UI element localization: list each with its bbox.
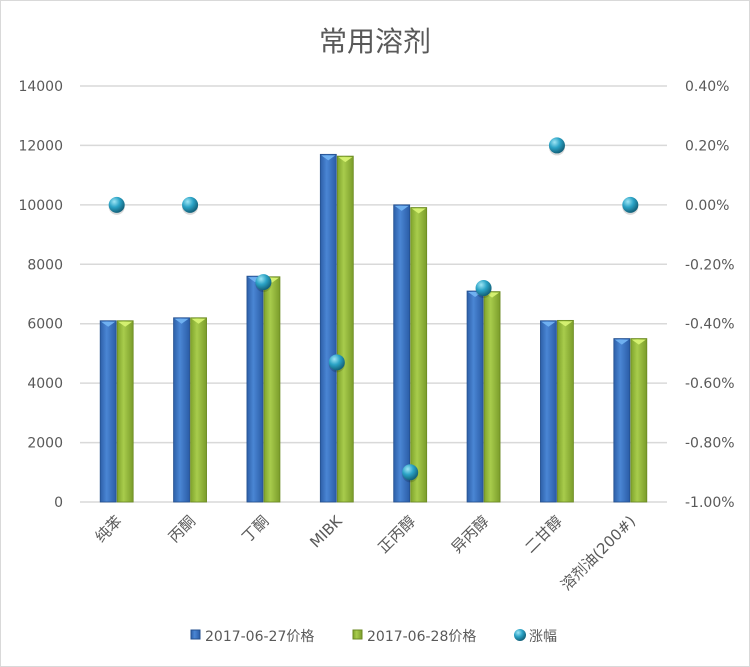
- bar-0627: [613, 338, 631, 503]
- left-tick-label: 6000: [27, 317, 63, 333]
- right-tick-label: -0.20%: [685, 257, 735, 273]
- bar-cap: [191, 318, 206, 324]
- bar-cap: [394, 205, 409, 211]
- bar-0627: [540, 320, 557, 503]
- change-dot: [255, 274, 272, 291]
- left-tick-label: 2000: [27, 436, 63, 452]
- category-label: 纯苯: [92, 512, 126, 546]
- bar-0628: [630, 338, 648, 503]
- bar-cap: [541, 321, 556, 327]
- bar-cap: [321, 155, 336, 161]
- category-label: 溶剂油(200#): [557, 512, 639, 594]
- bar-0627: [173, 317, 190, 503]
- right-tick-label: 0.40%: [685, 79, 729, 95]
- legend-swatch: [352, 629, 363, 640]
- left-tick-label: 8000: [27, 257, 63, 273]
- left-tick-label: 14000: [18, 79, 63, 95]
- change-dot: [475, 280, 492, 297]
- right-tick-label: -0.80%: [685, 436, 735, 452]
- bar-0627: [99, 320, 117, 503]
- bar-0628: [483, 291, 501, 503]
- bar-cap: [118, 321, 133, 327]
- category-label: 丁酮: [238, 512, 272, 546]
- bar-0628: [116, 320, 134, 503]
- left-tick-label: 0: [54, 495, 63, 511]
- bar-cap: [101, 321, 116, 327]
- change-dot: [182, 196, 199, 213]
- bar-0628: [557, 319, 574, 503]
- left-tick-label: 10000: [18, 198, 63, 214]
- bar-0628: [410, 207, 428, 503]
- bar-cap: [411, 208, 426, 214]
- left-tick-label: 12000: [18, 138, 63, 154]
- bar-cap: [558, 321, 573, 327]
- category-label: 二甘醇: [521, 512, 566, 557]
- legend-label: 2017-06-27价格: [205, 629, 314, 645]
- bar-cap: [174, 318, 189, 324]
- legend-label: 2017-06-28价格: [367, 629, 476, 645]
- bar-cap: [614, 339, 629, 345]
- bar-0628: [263, 276, 281, 503]
- right-tick-label: 0.20%: [685, 138, 729, 154]
- change-dot: [622, 196, 639, 213]
- left-tick-label: 4000: [27, 376, 63, 392]
- right-tick-label: -1.00%: [685, 495, 735, 511]
- legend-swatch: [190, 629, 201, 640]
- change-dot: [328, 354, 345, 371]
- category-label: 丙酮: [165, 512, 199, 546]
- chart-title: 常用溶剂: [319, 25, 431, 58]
- bar-0627: [246, 275, 264, 503]
- bar-cap: [631, 339, 646, 345]
- right-tick-label: 0.00%: [685, 198, 729, 214]
- legend-label: 涨幅: [529, 629, 557, 645]
- bar-0628: [190, 317, 207, 503]
- category-label: MIBK: [306, 511, 346, 551]
- bar-cap: [338, 157, 353, 163]
- change-dot: [108, 196, 125, 213]
- bar-0627: [319, 153, 337, 503]
- category-label: 正丙醇: [374, 512, 419, 557]
- right-tick-label: -0.60%: [685, 376, 735, 392]
- change-dot: [402, 464, 419, 481]
- change-dot: [548, 137, 565, 154]
- right-tick-label: -0.40%: [685, 317, 735, 333]
- bar-0627: [466, 290, 484, 503]
- bar-0628: [336, 155, 354, 503]
- legend-swatch: [514, 629, 526, 641]
- category-label: 异丙醇: [448, 512, 493, 557]
- bar-0627: [393, 204, 411, 503]
